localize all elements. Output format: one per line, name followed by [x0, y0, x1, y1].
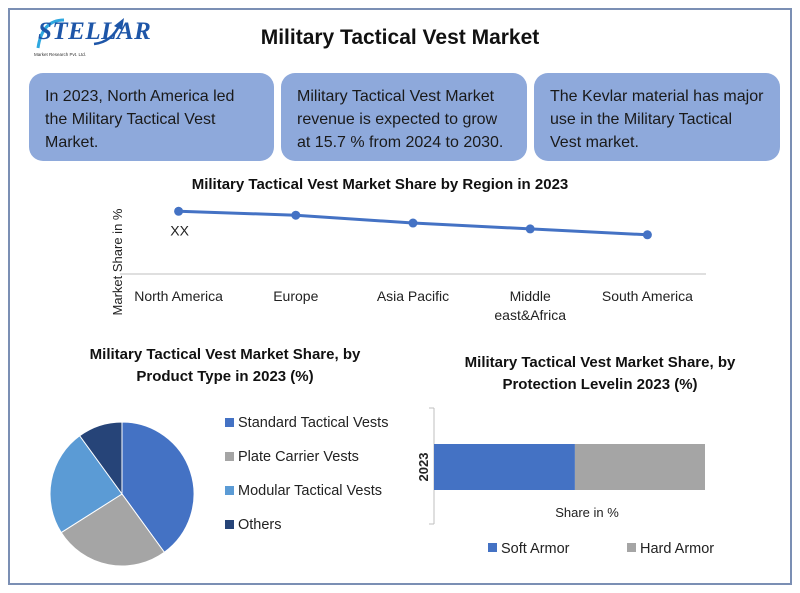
pie-title-line-2: Product Type in 2023 (%): [136, 368, 314, 385]
bar-title-line-1: Military Tactical Vest Market Share, by: [464, 354, 736, 371]
pie-legend-swatch-0: [225, 418, 234, 427]
stellar-logo: STELLAR Market Research Pvt. Ltd.: [32, 14, 151, 64]
logo-swoosh-icon: [36, 18, 124, 49]
page-title: Military Tactical Vest Market: [260, 26, 540, 49]
line-x-tick-label: Europe: [273, 288, 318, 304]
line-x-tick-label: North America: [134, 288, 223, 304]
bar-title-line-2: Protection Levelin 2023 (%): [502, 376, 698, 393]
line-point-0: [174, 206, 184, 216]
pie-legend-label: Others: [238, 517, 282, 533]
line-data-label: XX: [170, 222, 189, 238]
line-x-tick-label: South America: [602, 288, 693, 304]
pie-chart-title: Military Tactical Vest Market Share, by …: [60, 344, 390, 388]
bar-x-axis-label: Share in %: [555, 505, 619, 520]
pie-slice-1: [60, 493, 166, 567]
bar-category-label: 2023: [416, 453, 431, 482]
line-chart-title: Military Tactical Vest Market Share by R…: [191, 176, 569, 193]
bar-segment-0: [434, 444, 575, 490]
pie-slice-2: [49, 435, 123, 534]
bar-chart-title: Military Tactical Vest Market Share, by …: [440, 352, 760, 396]
bar-segment-1: [574, 444, 705, 490]
info-box-growth: Military Tactical Vest Market revenue is…: [281, 73, 527, 161]
bar-legend-label: Soft Armor: [501, 541, 570, 557]
line-point-1: [291, 210, 301, 220]
pie-title-line-1: Military Tactical Vest Market Share, by: [89, 346, 361, 363]
line-point-3: [525, 224, 535, 234]
line-y-axis-label: Market Share in %: [110, 208, 125, 315]
pie-legend-label: Standard Tactical Vests: [238, 415, 388, 431]
line-x-tick-label: east&Africa: [494, 307, 566, 323]
info-box-region: In 2023, North America led the Military …: [29, 73, 274, 161]
line-x-tick-label: Middle: [510, 288, 551, 304]
pie-slice-3: [78, 421, 123, 496]
bar-legend-label: Hard Armor: [640, 541, 714, 557]
pie-legend-label: Modular Tactical Vests: [238, 483, 382, 499]
line-point-2: [408, 218, 418, 228]
pie-legend-swatch-3: [225, 520, 234, 529]
pie-legend-swatch-2: [225, 486, 234, 495]
bar-legend-swatch-0: [488, 543, 497, 552]
bar-legend-swatch-1: [627, 543, 636, 552]
pie-slice-0: [121, 421, 195, 553]
pie-legend-label: Plate Carrier Vests: [238, 449, 359, 465]
logo-subtitle: Market Research Pvt. Ltd.: [34, 52, 87, 57]
logo-text: STELLAR: [38, 18, 152, 45]
info-box-material: The Kevlar material has major use in the…: [534, 73, 780, 161]
line-x-tick-label: Asia Pacific: [377, 288, 449, 304]
pie-legend-swatch-1: [225, 452, 234, 461]
line-point-4: [642, 230, 652, 240]
